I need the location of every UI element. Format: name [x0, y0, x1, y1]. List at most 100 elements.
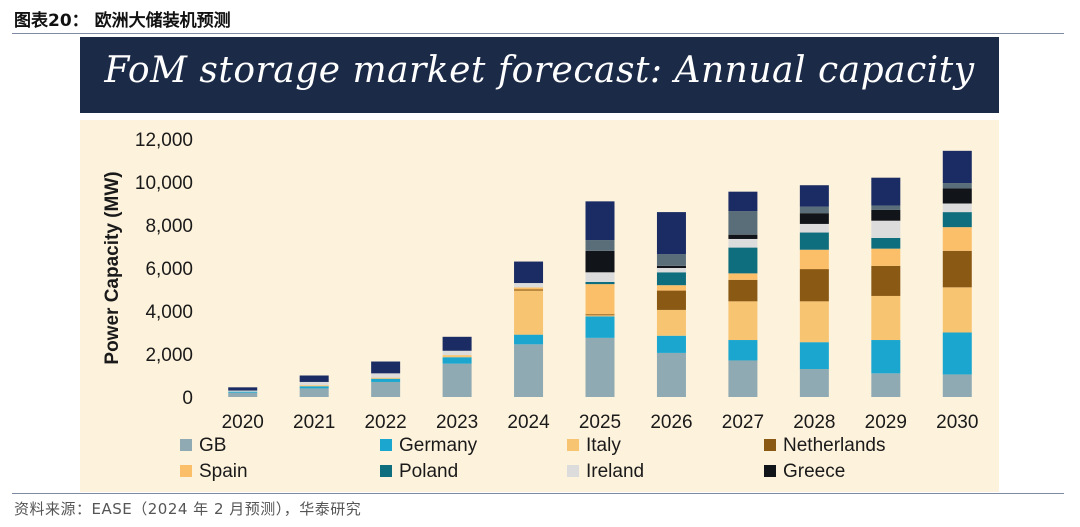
source-note: 资料来源：EASE（2024 年 2 月预测），华泰研究 [14, 500, 362, 518]
bar-segment [942, 203, 972, 213]
bar-segment [942, 150, 972, 184]
chart-title-banner: FoM storage market forecast: Annual capa… [80, 37, 999, 113]
bar-segment [442, 363, 472, 397]
bar-segment [799, 185, 829, 207]
bar-segment [656, 272, 686, 286]
x-tick-label: 2023 [436, 412, 478, 433]
bottom-divider [12, 493, 1064, 494]
bar-segment [585, 315, 615, 317]
bar-segment [799, 301, 829, 343]
bar-segment [299, 385, 329, 387]
bar-segment [942, 374, 972, 397]
bar-segment [799, 269, 829, 302]
bar-segment [585, 201, 615, 241]
bar-segment [585, 240, 615, 251]
bar-segment [514, 289, 544, 291]
bar-segment [942, 183, 972, 189]
bar-segment [371, 377, 401, 379]
x-tick-label: 2026 [650, 412, 692, 433]
bar-segment [585, 337, 615, 397]
bar-segment [514, 283, 544, 288]
bar-segment [656, 212, 686, 255]
bar-segment [728, 211, 758, 235]
bar-segment [799, 232, 829, 250]
legend-swatch [180, 439, 192, 451]
bar-segment [585, 284, 615, 315]
y-tick-label: 2,000 [145, 345, 193, 366]
bar-segment [299, 375, 329, 382]
bar-segment [514, 344, 544, 397]
bar-segment [871, 248, 901, 266]
bar-segment [228, 387, 258, 391]
bar-segment [514, 287, 544, 290]
x-tick-label: 2024 [507, 412, 550, 433]
bar-segment [299, 381, 329, 386]
chart-title: FoM storage market forecast: Annual capa… [104, 50, 975, 91]
figure-caption: 图表20： 欧洲大储装机预测 [14, 11, 231, 31]
bar-segment [871, 177, 901, 206]
bar-segment [514, 261, 544, 284]
bar-segment [799, 206, 829, 214]
bar-segment [656, 268, 686, 273]
legend-swatch [380, 439, 392, 451]
y-tick-label: 6,000 [145, 259, 193, 280]
bar-segment [371, 361, 401, 374]
bar-segment [442, 336, 472, 351]
x-tick-label: 2029 [865, 412, 907, 433]
bar-segment [371, 373, 401, 378]
bar-segment [299, 388, 329, 397]
legend-swatch [764, 465, 776, 477]
bar-segment [871, 209, 901, 221]
bar-segment [871, 220, 901, 238]
bar-segment [514, 334, 544, 345]
legend-swatch [567, 439, 579, 451]
bar-segment [228, 392, 258, 397]
y-axis-title: Power Capacity (MW) [102, 171, 123, 364]
top-divider [12, 33, 1064, 34]
bar-segment [942, 287, 972, 333]
bar-segment [656, 290, 686, 310]
legend-label: Spain [199, 461, 248, 482]
bar-segment [656, 335, 686, 353]
bar-segment [656, 285, 686, 291]
legend-swatch [764, 439, 776, 451]
bar-segment [656, 352, 686, 397]
legend-label: Germany [399, 435, 478, 456]
bar-segment [728, 273, 758, 280]
legend-label: Greece [783, 461, 845, 482]
legend-label: Italy [586, 435, 621, 456]
bar-segment [871, 205, 901, 210]
bar-segment [228, 391, 258, 393]
bar-segment [228, 390, 258, 392]
bar-segment [585, 316, 615, 338]
legend-label: GB [199, 435, 226, 456]
bar-segment [728, 279, 758, 302]
x-tick-label: 2021 [293, 412, 335, 433]
bar-segment [799, 249, 829, 270]
bar-segment [799, 369, 829, 397]
bar-segment [942, 188, 972, 204]
y-tick-label: 10,000 [135, 173, 193, 194]
bar-segment [299, 386, 329, 389]
bar-segment [585, 281, 615, 285]
bar-segment [585, 250, 615, 273]
y-tick-label: 4,000 [145, 302, 193, 323]
bar-segment [728, 234, 758, 239]
bar-segment [728, 247, 758, 274]
bar-segment [799, 342, 829, 370]
y-tick-label: 8,000 [145, 216, 193, 237]
bar-segment [442, 350, 472, 356]
bar-segment [728, 191, 758, 212]
legend-label: Ireland [586, 461, 644, 482]
bar-segment [728, 360, 758, 397]
bar-segment [656, 265, 686, 268]
x-tick-label: 2027 [722, 412, 764, 433]
y-tick-label: 12,000 [135, 130, 193, 151]
bar-segment [371, 378, 401, 382]
bar-segment [442, 355, 472, 358]
bar-segment [728, 340, 758, 361]
bar-segment [585, 272, 615, 282]
stacked-bar-chart: Power Capacity (MW) 0 2,000 4,000 6,000 8,000… [102, 130, 978, 482]
y-tick-label: 0 [182, 388, 193, 409]
x-tick-label: 2028 [793, 412, 835, 433]
